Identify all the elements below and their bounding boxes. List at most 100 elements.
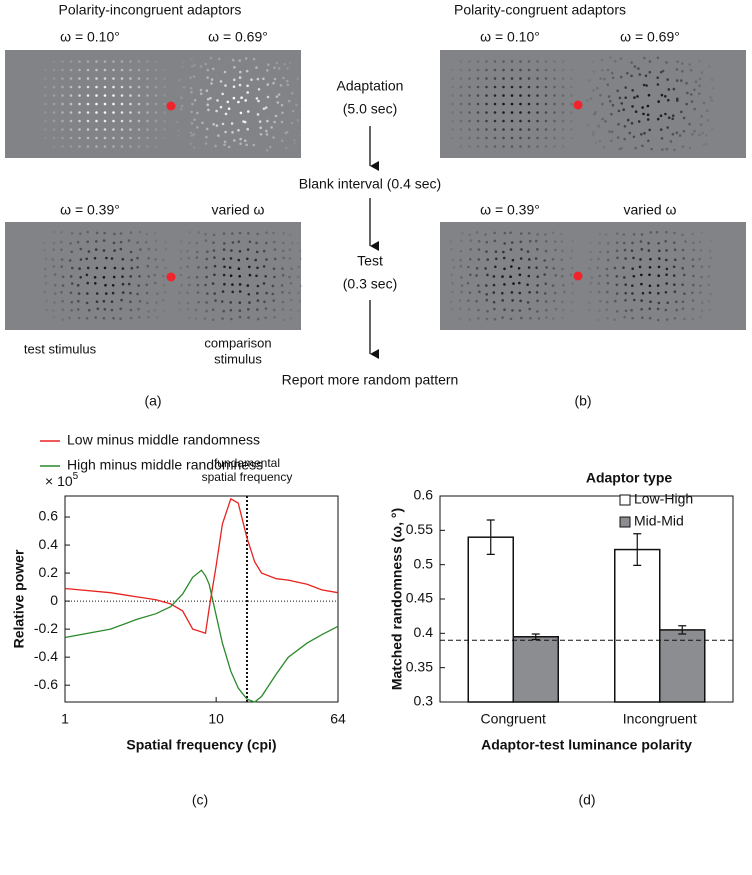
dot: [570, 77, 573, 80]
dot-pattern: [175, 56, 304, 152]
dot: [195, 250, 199, 254]
dot: [162, 299, 165, 302]
dot: [61, 94, 64, 97]
x-axis-label: Adaptor-test luminance polarity: [481, 737, 692, 753]
dot: [632, 233, 636, 236]
dot: [628, 131, 632, 135]
dot: [459, 102, 463, 106]
dot: [154, 258, 157, 261]
dot: [657, 265, 661, 269]
dot: [137, 60, 141, 63]
dot: [162, 258, 165, 262]
dot: [112, 275, 116, 279]
dot: [276, 101, 280, 104]
dot: [264, 275, 268, 278]
fixation: [166, 272, 176, 282]
dot: [290, 267, 293, 271]
dot: [641, 291, 645, 295]
dot: [136, 241, 139, 244]
dot: [675, 131, 679, 135]
dot: [592, 89, 595, 92]
dot: [204, 62, 207, 66]
dot: [645, 84, 648, 87]
dot: [103, 266, 107, 270]
dot: [510, 60, 514, 63]
dot-pattern: [43, 230, 168, 321]
stim-label: varied ω: [624, 202, 677, 218]
dot: [571, 239, 574, 243]
dot: [594, 111, 597, 114]
dot: [280, 139, 284, 142]
dot: [527, 266, 531, 269]
dot: [685, 102, 688, 106]
dot: [468, 85, 471, 89]
dot: [711, 128, 714, 131]
dot: [146, 119, 149, 123]
dot: [594, 141, 598, 145]
dot: [570, 102, 573, 106]
dot: [300, 129, 304, 133]
dot: [188, 241, 191, 245]
dot: [256, 266, 259, 270]
dot: [212, 249, 216, 252]
dot: [510, 102, 514, 106]
dot: [265, 133, 269, 136]
dot: [665, 267, 669, 271]
dot: [512, 282, 515, 285]
dot: [76, 284, 80, 287]
dot: [86, 145, 90, 148]
dot: [129, 119, 132, 123]
dot: [554, 307, 558, 311]
dot: [511, 309, 514, 312]
dot: [137, 119, 141, 123]
dot: [199, 92, 203, 95]
dot: [265, 258, 268, 261]
dot: [129, 102, 132, 106]
dot: [127, 282, 131, 286]
dot: [95, 60, 98, 63]
dot: [510, 94, 514, 97]
dot: [698, 77, 702, 81]
dot: [449, 240, 453, 243]
y-tick-label: -0.2: [34, 620, 58, 636]
dot: [562, 284, 565, 287]
dot: [213, 256, 216, 259]
dot: [544, 68, 548, 72]
dot: [120, 145, 124, 148]
dot: [700, 309, 704, 312]
dot: [486, 310, 489, 313]
dot: [693, 129, 696, 133]
dot: [477, 239, 481, 243]
dot: [492, 283, 496, 287]
dot: [681, 300, 685, 304]
dot: [196, 291, 200, 294]
dot: [623, 276, 626, 279]
dot: [589, 290, 592, 294]
dot: [561, 102, 565, 106]
dot: [181, 60, 185, 64]
dot: [467, 265, 470, 269]
dot: [290, 121, 294, 125]
dot: [640, 282, 643, 286]
legend-swatch: [619, 494, 631, 506]
dot: [78, 111, 81, 114]
dot: [121, 267, 125, 270]
dot: [258, 120, 262, 123]
dot: [218, 57, 221, 61]
dot: [519, 60, 522, 63]
dot: [120, 111, 124, 114]
dot: [286, 67, 289, 70]
dot: [468, 128, 471, 131]
dot: [70, 309, 73, 312]
fixation: [166, 101, 176, 111]
dot: [61, 119, 64, 123]
dot: [232, 96, 236, 100]
dot: [691, 258, 695, 261]
dot: [179, 240, 183, 243]
dot: [633, 65, 637, 68]
plot-frame: [64, 495, 339, 703]
dot: [186, 249, 189, 253]
dot: [110, 308, 114, 312]
dot: [206, 250, 209, 253]
dot: [459, 145, 463, 148]
